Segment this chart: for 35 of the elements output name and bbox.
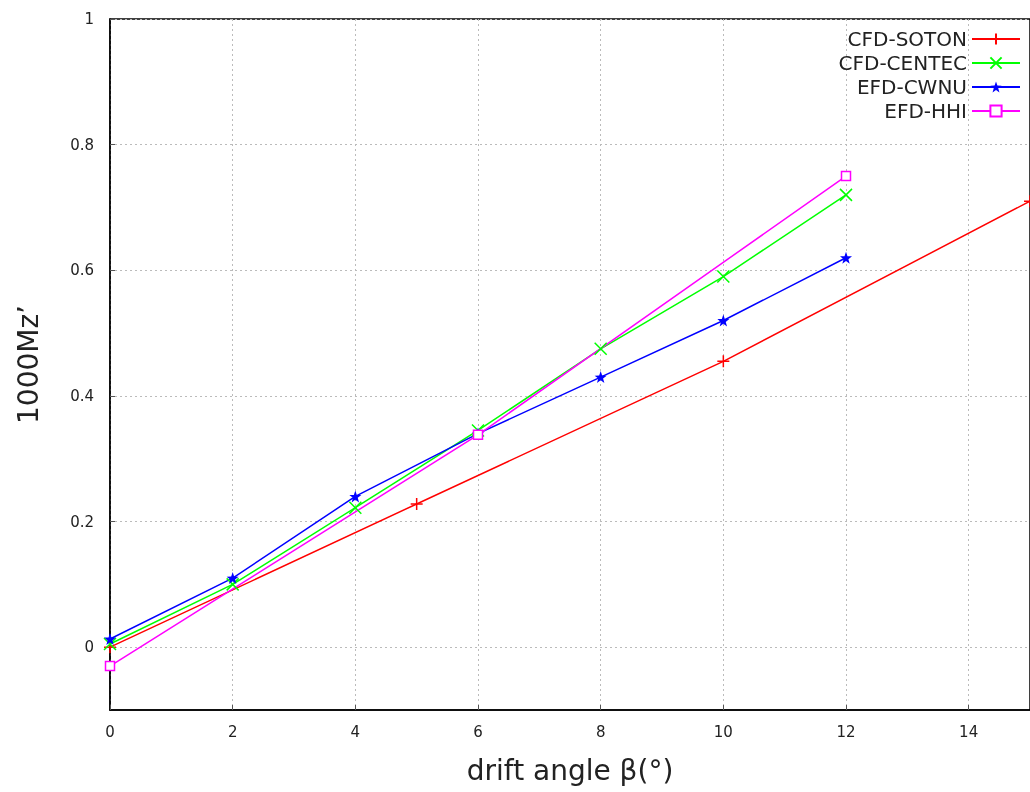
point — [840, 170, 852, 182]
x-tick-label: 10 — [713, 722, 733, 741]
x-tick-label: 4 — [350, 722, 361, 741]
point — [225, 577, 240, 592]
x-tick-label: 0 — [105, 722, 115, 741]
x-tick-label: 12 — [836, 722, 856, 741]
point — [716, 354, 731, 369]
legend-label: EFD-HHI — [884, 99, 967, 123]
x-tick-label: 14 — [959, 722, 979, 741]
x-tick-label: 8 — [595, 722, 606, 741]
y-tick-label: 0.2 — [70, 512, 94, 531]
legend-label: CFD-CENTEC — [838, 51, 967, 75]
x-tick-label: 6 — [473, 722, 483, 741]
point — [104, 660, 116, 672]
point — [409, 497, 424, 511]
x-axis-title: drift angle β(°) — [466, 753, 674, 787]
x-tick-label: 2 — [227, 722, 238, 741]
point — [716, 269, 731, 284]
y-tick-label: 0 — [84, 638, 94, 657]
y-tick-label: 1 — [84, 10, 94, 28]
y-tick-label: 0.4 — [70, 386, 94, 405]
point — [104, 633, 116, 646]
y-tick-label: 0.6 — [70, 261, 94, 280]
y-axis-title: 1000Mz’ — [11, 304, 45, 425]
point — [349, 490, 362, 503]
point — [594, 371, 607, 384]
point — [839, 188, 853, 202]
point — [226, 572, 239, 585]
y-tick-label: 0.8 — [70, 135, 94, 154]
legend-label: EFD-CWNU — [856, 75, 967, 99]
point — [840, 251, 852, 264]
legend-label: CFD-SOTON — [847, 27, 967, 51]
point — [348, 500, 363, 515]
point — [717, 314, 730, 327]
point — [593, 342, 608, 356]
